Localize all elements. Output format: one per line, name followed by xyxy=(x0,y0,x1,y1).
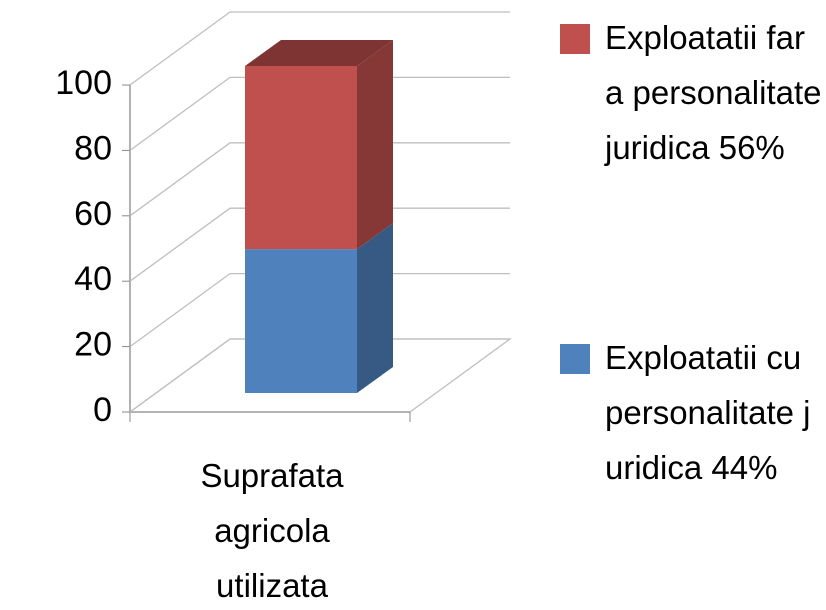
y-tick-label: 100 xyxy=(55,64,112,102)
grid-line xyxy=(129,11,510,86)
y-tick-label: 80 xyxy=(74,129,112,167)
bar-front xyxy=(245,66,357,250)
y-tick-label: 40 xyxy=(74,260,112,298)
grid-line xyxy=(129,272,510,348)
bar-top xyxy=(245,40,393,66)
bar-front xyxy=(245,249,357,393)
bar-side xyxy=(357,40,393,250)
y-tick-label: 0 xyxy=(93,391,112,429)
bar-side xyxy=(357,223,393,393)
y-tick-label: 20 xyxy=(74,326,112,364)
grid-line xyxy=(129,338,510,413)
legend-label: Exploatatii fara personalitate juridica … xyxy=(605,19,822,166)
bar-segment xyxy=(245,40,393,250)
x-tick-label: Suprafata agricola utilizata xyxy=(200,457,344,604)
legend-swatch xyxy=(560,344,590,374)
grid-line xyxy=(129,76,510,151)
legend-swatch xyxy=(560,24,590,54)
legend-label: Exploatatii cu personalitate juridica 44… xyxy=(605,339,811,486)
y-tick-label: 60 xyxy=(74,195,112,233)
grid-line xyxy=(129,207,510,282)
grid-line xyxy=(129,142,510,217)
bar-segment xyxy=(245,223,393,393)
